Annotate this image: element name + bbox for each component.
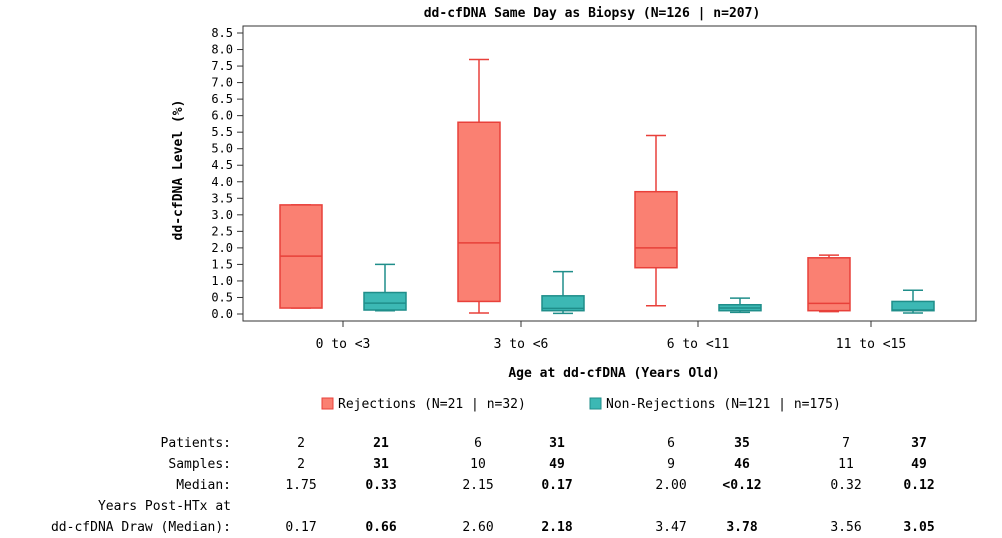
table-cell: 1.75: [285, 478, 316, 493]
iqr-box: [807, 257, 851, 312]
iqr-box: [457, 121, 501, 303]
x-tick-label: 6 to <11: [667, 337, 730, 352]
iqr-box: [634, 190, 678, 269]
table-cell: 0.17: [541, 478, 572, 493]
table-cell: 10: [470, 457, 486, 472]
y-tick-label: 6.5: [211, 92, 233, 106]
table-cell: 2: [297, 436, 305, 451]
box-rejections-3: [807, 254, 851, 313]
legend-swatch-non-rejections: [589, 397, 602, 410]
row-label-median: Median:: [176, 478, 231, 493]
table-cell: 6: [667, 436, 675, 451]
table-cell: 6: [474, 436, 482, 451]
table-cell: 31: [549, 436, 565, 451]
y-tick-label: 5.0: [211, 142, 233, 156]
y-tick-label: 7.0: [211, 76, 233, 90]
plot-area-frame: [242, 25, 977, 322]
table-cell: 37: [911, 436, 927, 451]
table-cell: 2.18: [541, 520, 572, 535]
legend: Rejections (N=21 | n=32) Non-Rejections …: [321, 397, 841, 412]
box-non-rejections-3: [891, 289, 935, 314]
y-tick-label: 0.5: [211, 290, 233, 304]
table-cell: 2.60: [462, 520, 493, 535]
box-non-rejections-2: [718, 297, 762, 314]
row-label-dd-cfdna-draw-median: dd-cfDNA Draw (Median):: [51, 520, 231, 535]
y-tick-label: 8.0: [211, 43, 233, 57]
y-tick-label: 1.5: [211, 257, 233, 271]
box-non-rejections-1: [541, 270, 585, 315]
table-cell: 31: [373, 457, 389, 472]
table-cell: 9: [667, 457, 675, 472]
summary-table: Patients: Samples: Median: Years Post-HT…: [51, 436, 935, 535]
table-cell: 35: [734, 436, 750, 451]
y-tick-label: 7.5: [211, 59, 233, 73]
table-cell: 2.15: [462, 478, 493, 493]
box-rejections-0: [279, 204, 323, 309]
y-tick-label: 5.5: [211, 125, 233, 139]
table-cell: 3.78: [726, 520, 757, 535]
table-cell: 11: [838, 457, 854, 472]
y-tick-label: 3.5: [211, 191, 233, 205]
iqr-box: [541, 295, 585, 312]
table-cell: <0.12: [722, 478, 761, 493]
table-cell: 0.32: [830, 478, 861, 493]
table-cell: 3.56: [830, 520, 861, 535]
table-cell: 2.00: [655, 478, 686, 493]
chart-title: dd-cfDNA Same Day as Biopsy (N=126 | n=2…: [424, 6, 761, 21]
legend-swatch-rejections: [321, 397, 334, 410]
iqr-box: [363, 291, 407, 311]
x-axis: 0 to <3 3 to <6 6 to <11 11 to <15: [316, 321, 906, 352]
table-cell: 3.47: [655, 520, 686, 535]
y-axis-label: dd-cfDNA Level (%): [171, 100, 186, 241]
y-tick-label: 6.0: [211, 109, 233, 123]
y-tick-label: 2.0: [211, 241, 233, 255]
row-label-patients: Patients:: [161, 436, 231, 451]
y-axis: 0.0 0.5 1.0 1.5 2.0 2.5 3.0 3.5 4.0 4.5 5.0 5.5 6.0 6…: [211, 26, 243, 321]
table-cell: 0.66: [365, 520, 396, 535]
table-cell: 0.12: [903, 478, 934, 493]
box-rejections-1: [457, 58, 501, 314]
y-tick-label: 0.0: [211, 307, 233, 321]
y-tick-label: 3.0: [211, 208, 233, 222]
box-rejections-2: [634, 134, 678, 307]
x-tick-label: 3 to <6: [494, 337, 549, 352]
row-label-years-post-htx: Years Post-HTx at: [98, 499, 231, 514]
box-series: [279, 58, 935, 315]
x-tick-label: 0 to <3: [316, 337, 371, 352]
table-cell: 7: [842, 436, 850, 451]
box-non-rejections-0: [363, 263, 407, 312]
y-tick-label: 4.5: [211, 158, 233, 172]
y-tick-label: 4.0: [211, 175, 233, 189]
table-cell: 0.17: [285, 520, 316, 535]
table-cell: 21: [373, 436, 389, 451]
y-tick-label: 2.5: [211, 224, 233, 238]
table-cell: 3.05: [903, 520, 934, 535]
y-tick-label: 8.5: [211, 26, 233, 40]
x-axis-label: Age at dd-cfDNA (Years Old): [508, 366, 719, 381]
table-cell: 49: [549, 457, 565, 472]
table-cell: 2: [297, 457, 305, 472]
legend-label-non-rejections: Non-Rejections (N=121 | n=175): [606, 397, 841, 412]
table-cell: 49: [911, 457, 927, 472]
legend-label-rejections: Rejections (N=21 | n=32): [338, 397, 526, 412]
table-cell: 46: [734, 457, 750, 472]
x-tick-label: 11 to <15: [836, 337, 906, 352]
y-tick-label: 1.0: [211, 274, 233, 288]
table-cell: 0.33: [365, 478, 396, 493]
row-label-samples: Samples:: [168, 457, 231, 472]
